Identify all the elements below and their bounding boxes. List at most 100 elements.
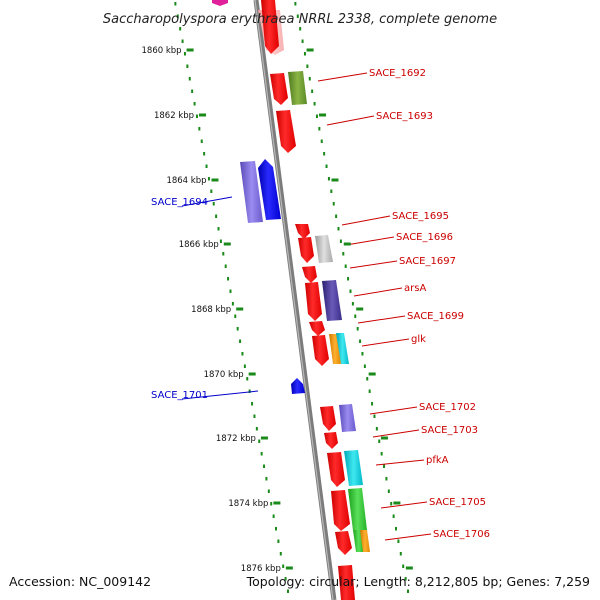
right-guide-dot: [387, 489, 390, 493]
left-guide-dot: [275, 527, 278, 531]
right-guide-dot: [294, 2, 297, 6]
right-guide-dot: [406, 589, 409, 593]
left-guide-dot: [193, 102, 196, 106]
gene-label-sace-1692[interactable]: SACE_1692: [369, 68, 426, 79]
leader-sace-1697: [349, 260, 398, 269]
leader-sace-1705: [380, 501, 428, 509]
left-guide-dot: [236, 327, 239, 331]
feature-sace-1693: [276, 110, 296, 153]
left-guide-dot: [217, 227, 220, 231]
gene-label-pfka[interactable]: pfkA: [426, 455, 449, 466]
right-guide-dot: [402, 564, 405, 568]
gene-label-sace-1697[interactable]: SACE_1697: [399, 256, 456, 267]
left-guide-dot: [279, 552, 282, 556]
gene-label-sace-1695[interactable]: SACE_1695: [392, 211, 449, 222]
right-guide-dot: [330, 189, 333, 193]
right-guide-dot: [306, 64, 309, 68]
scale-tick-mark: [343, 242, 351, 246]
scale-tick-mark: [199, 113, 207, 117]
scale-tick-mark: [260, 436, 268, 440]
gene-label-arsa[interactable]: arsA: [404, 283, 426, 294]
feature-top-magenta: [212, 0, 228, 6]
left-guide-dot: [212, 202, 215, 206]
right-guide-dot: [301, 39, 304, 43]
scale-tick-mark: [319, 113, 327, 117]
gene-label-sace-1693[interactable]: SACE_1693: [376, 111, 433, 122]
left-guide-dot: [191, 89, 194, 93]
feature-sace-1705-cog: [348, 488, 367, 531]
scale-tick-mark: [186, 48, 194, 52]
feature-sace-1702: [320, 406, 336, 431]
scale-tick-label: 1876 kbp: [241, 564, 281, 574]
scale-tick-mark: [393, 501, 401, 505]
right-guide-dot: [363, 364, 366, 368]
leader-sace-1696: [345, 236, 395, 246]
right-guide-dot: [335, 214, 338, 218]
right-guide-dot: [320, 139, 323, 143]
gene-label-sace-1696[interactable]: SACE_1696: [396, 232, 453, 243]
left-guide-dot: [219, 239, 222, 243]
feature-sace-1706-cog-orange: [360, 530, 370, 552]
scale-tick-mark: [273, 501, 281, 505]
scale-tick-label: 1870 kbp: [204, 370, 244, 380]
feature-glk-cog-cyan: [336, 333, 349, 364]
scale-tick-label: 1860 kbp: [142, 46, 182, 56]
left-guide-dot: [246, 377, 249, 381]
feature-sace-1699: [309, 321, 325, 336]
scale-tick-mark: [380, 436, 388, 440]
feature-sace-1694: [258, 159, 281, 220]
right-guide-dot: [392, 514, 395, 518]
right-guide-dot: [308, 77, 311, 81]
gene-label-sace-1699[interactable]: SACE_1699: [407, 311, 464, 322]
gene-label-sace-1694[interactable]: SACE_1694: [151, 197, 208, 208]
gene-label-sace-1703[interactable]: SACE_1703: [421, 425, 478, 436]
scale-tick-label: 1862 kbp: [154, 111, 194, 121]
gene-label-sace-1702[interactable]: SACE_1702: [419, 402, 476, 413]
gene-label-leaders: [181, 72, 432, 541]
right-guide-dot: [395, 527, 398, 531]
left-guide-dot: [277, 539, 280, 543]
dotted-guide-lines: [174, 2, 409, 593]
right-guide-dot: [332, 202, 335, 206]
leader-sace-1702: [369, 406, 418, 415]
feature-sace-1694-cog: [240, 161, 263, 223]
gene-label-sace-1705[interactable]: SACE_1705: [429, 497, 486, 508]
left-guide-dot: [229, 289, 232, 293]
left-guide-dot: [267, 489, 270, 493]
scale-tick-mark: [356, 307, 364, 311]
right-guide-dot: [344, 264, 347, 268]
scale-tick-mark: [223, 242, 231, 246]
leader-sace-1701: [181, 390, 259, 400]
scale-tick-mark: [306, 48, 314, 52]
left-guide-dot: [234, 314, 237, 318]
right-guide-dot: [342, 252, 345, 256]
feature-bottom-red: [338, 565, 355, 600]
right-guide-dot: [378, 439, 381, 443]
left-guide-dot: [224, 264, 227, 268]
left-guide-dot: [205, 164, 208, 168]
gene-label-glk[interactable]: glk: [411, 334, 426, 345]
left-guide-dot: [200, 139, 203, 143]
leader-sace-1703: [372, 429, 420, 438]
right-guide-dot: [323, 152, 326, 156]
left-guide-dot: [181, 39, 184, 43]
gene-label-sace-1706[interactable]: SACE_1706: [433, 529, 490, 540]
left-guide-dot: [260, 452, 263, 456]
left-guide-dot: [227, 277, 230, 281]
feature-sace-1696: [298, 237, 314, 263]
gene-labels: SACE_1692 SACE_1693 SACE_1694 SACE_1695 SACE…: [151, 68, 490, 540]
feature-sace-1696-cog: [315, 235, 333, 263]
left-guide-dot: [258, 439, 261, 443]
feature-arsA: [305, 282, 322, 321]
feature-sace-1702-cog: [339, 404, 356, 432]
leader-sace-1706: [384, 533, 432, 541]
leader-sace-1694: [181, 196, 233, 207]
scale-tick-label: 1872 kbp: [216, 434, 256, 444]
right-guide-dot: [359, 339, 362, 343]
gene-features: [212, 0, 370, 600]
left-guide-dot: [231, 302, 234, 306]
gene-label-sace-1701[interactable]: SACE_1701: [151, 390, 208, 401]
scale-tick-label: 1874 kbp: [228, 499, 268, 509]
leader-sace-1692: [317, 72, 368, 82]
